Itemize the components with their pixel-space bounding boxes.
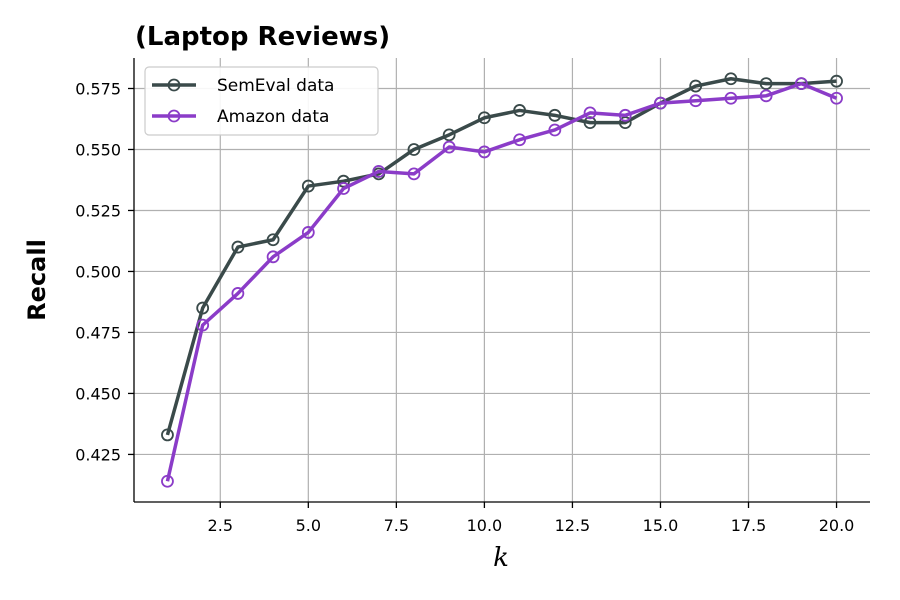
y-tick-label: 0.475 bbox=[75, 323, 121, 342]
data-point-amazon-data bbox=[548, 123, 562, 137]
data-point-amazon-data bbox=[513, 133, 527, 147]
data-point-amazon-data bbox=[477, 145, 491, 159]
x-tick-label: 20.0 bbox=[819, 516, 855, 535]
x-tick-label: 7.5 bbox=[384, 516, 409, 535]
series-line-amazon-data bbox=[165, 81, 838, 482]
data-point-amazon-data bbox=[442, 140, 456, 154]
data-point-semeval-data bbox=[583, 116, 597, 130]
y-tick-label: 0.575 bbox=[75, 79, 121, 98]
data-point-amazon-data bbox=[654, 96, 667, 110]
legend-frame bbox=[144, 66, 379, 136]
data-point-amazon-data bbox=[161, 474, 174, 488]
series-lines bbox=[161, 72, 843, 488]
y-tick-label: 0.425 bbox=[75, 445, 121, 464]
legend-marker-amazon bbox=[167, 109, 181, 123]
x-tick-label: 17.5 bbox=[731, 516, 767, 535]
data-point-semeval-data bbox=[161, 428, 174, 442]
x-tick-label: 15.0 bbox=[643, 516, 679, 535]
y-tick-label: 0.550 bbox=[75, 140, 121, 159]
y-axis-label: Recall bbox=[23, 239, 51, 321]
data-point-semeval-data bbox=[548, 108, 562, 122]
y-tick-label: 0.500 bbox=[75, 262, 121, 281]
chart-title: (Laptop Reviews) bbox=[135, 22, 390, 52]
data-point-semeval-data bbox=[442, 128, 456, 142]
data-point-amazon-data bbox=[618, 108, 632, 122]
x-tick-label: 10.0 bbox=[467, 516, 503, 535]
data-point-amazon-data bbox=[407, 167, 421, 181]
legend-entry-amazon: Amazon data bbox=[152, 107, 329, 127]
data-point-semeval-data bbox=[759, 77, 773, 91]
data-point-semeval-data bbox=[830, 74, 843, 88]
data-point-amazon-data bbox=[337, 182, 350, 195]
data-point-semeval-data bbox=[724, 72, 738, 86]
legend-marker-semeval bbox=[167, 78, 181, 92]
data-point-amazon-data bbox=[583, 106, 597, 120]
data-point-semeval-data bbox=[618, 116, 632, 130]
data-point-amazon-data bbox=[196, 318, 210, 332]
data-point-semeval-data bbox=[477, 111, 491, 125]
data-point-amazon-data bbox=[689, 94, 703, 108]
tick-labels: 2.5 5.0 7.5 10.0 12.5 15.0 17.5 20.0 0.425 0.450 0… bbox=[75, 79, 854, 535]
data-point-amazon-data bbox=[372, 165, 386, 178]
axes bbox=[133, 58, 870, 503]
y-tick-label: 0.525 bbox=[75, 201, 121, 220]
data-point-amazon-data bbox=[830, 91, 843, 105]
data-point-semeval-data bbox=[196, 301, 210, 315]
legend-label-amazon: Amazon data bbox=[217, 107, 329, 127]
data-point-semeval-data bbox=[266, 233, 280, 247]
data-point-amazon-data bbox=[794, 77, 808, 91]
legend-label-semeval: SemEval data bbox=[217, 76, 334, 96]
x-tick-label: 5.0 bbox=[296, 516, 321, 535]
y-tick-label: 0.450 bbox=[75, 384, 121, 403]
legend-entry-semeval: SemEval data bbox=[152, 76, 334, 96]
x-axis-label: k bbox=[493, 543, 509, 573]
data-point-semeval-data bbox=[407, 143, 421, 156]
data-point-amazon-data bbox=[231, 287, 245, 300]
data-point-amazon-data bbox=[266, 250, 280, 264]
data-point-amazon-data bbox=[301, 226, 315, 239]
legend: SemEval data Amazon data bbox=[144, 66, 379, 136]
data-point-semeval-data bbox=[301, 179, 315, 193]
data-point-semeval-data bbox=[231, 240, 245, 254]
data-point-semeval-data bbox=[513, 104, 527, 117]
data-point-semeval-data bbox=[689, 79, 703, 93]
series-amazon-data bbox=[161, 77, 843, 488]
x-tick-label: 12.5 bbox=[555, 516, 591, 535]
data-point-amazon-data bbox=[759, 89, 773, 103]
data-point-amazon-data bbox=[724, 91, 738, 105]
x-tick-label: 2.5 bbox=[208, 516, 233, 535]
